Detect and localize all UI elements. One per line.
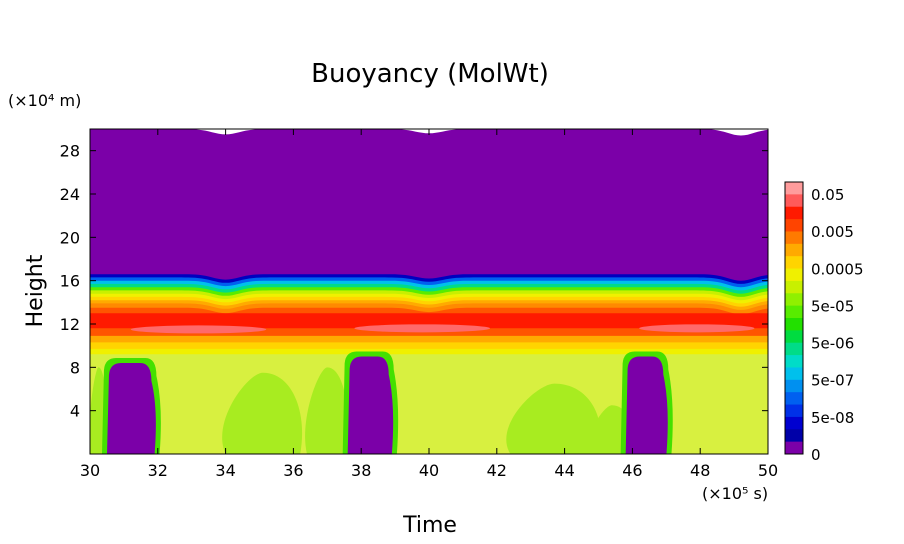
colorbar-swatch-16 [785, 379, 803, 393]
colorbar-swatch-12 [785, 330, 803, 344]
colorbar-label-4: 5e-06 [811, 335, 854, 353]
x-tick-label-9: 48 [690, 461, 710, 480]
colorbar-swatch-1 [785, 194, 803, 208]
colorbar-swatch-2 [785, 206, 803, 220]
x-tick-label-5: 40 [419, 461, 439, 480]
colorbar-label-5: 5e-07 [811, 372, 854, 390]
x-tick-label-1: 32 [148, 461, 168, 480]
colorbar-swatch-8 [785, 280, 803, 294]
colorbar-swatch-18 [785, 404, 803, 418]
y-tick-label-5: 24 [60, 185, 80, 204]
colorbar-label-7: 0 [811, 446, 821, 464]
y-tick-label-2: 12 [60, 315, 80, 334]
x-tick-label-10: 50 [758, 461, 778, 480]
y-tick-label-1: 8 [70, 358, 80, 377]
plot-area [89, 128, 769, 455]
x-tick-label-3: 36 [283, 461, 303, 480]
chart-title: Buoyancy (MolWt) [311, 59, 549, 89]
colorbar-label-0: 0.05 [811, 186, 844, 204]
colorbar-swatch-17 [785, 392, 803, 406]
colorbar-swatch-20 [785, 429, 803, 443]
core-highlight-1 [354, 324, 491, 333]
colorbar-label-1: 0.005 [811, 223, 854, 241]
low-level-patch-1 [305, 367, 349, 454]
x-tick-label-7: 44 [554, 461, 574, 480]
x-tick-label-4: 38 [351, 461, 371, 480]
colorbar-label-6: 5e-08 [811, 409, 854, 427]
core-highlight-2 [639, 324, 755, 333]
x-unit-label: (×10⁵ s) [702, 484, 768, 503]
colorbar: 0.05 0.005 0.0005 5e-05 5e-06 5e-07 5e-08 0 [784, 181, 864, 464]
y-tick-label-0: 4 [70, 402, 80, 421]
y-unit-label: (×10⁴ m) [8, 91, 81, 110]
x-tick-label-2: 34 [215, 461, 235, 480]
x-axis-label: Time [402, 513, 457, 538]
low-level-patch-0 [222, 372, 303, 454]
plume-0 [106, 363, 156, 454]
colorbar-swatch-6 [785, 256, 803, 270]
colorbar-label-3: 5e-05 [811, 297, 854, 315]
y-axis-ticks: 4 8 12 16 20 24 28 [60, 142, 768, 421]
y-tick-label-3: 16 [60, 272, 80, 291]
y-axis-label: Height [23, 254, 48, 327]
colorbar-swatch-4 [785, 231, 803, 245]
x-axis-ticks: 30 32 34 36 38 40 42 44 46 48 50 [80, 129, 778, 480]
core-highlight-0 [130, 325, 267, 334]
colorbar-swatch-9 [785, 293, 803, 307]
x-tick-label-8: 46 [622, 461, 642, 480]
colorbar-swatch-11 [785, 318, 803, 331]
colorbar-swatch-5 [785, 243, 803, 257]
colorbar-swatch-19 [785, 416, 803, 430]
colorbar-swatch-13 [785, 342, 803, 356]
colorbar-swatch-10 [785, 305, 803, 319]
colorbar-swatch-15 [785, 367, 803, 381]
plume-2 [625, 356, 668, 454]
colorbar-swatch-3 [785, 219, 803, 232]
low-level-patch-2 [506, 383, 601, 454]
colorbar-swatch-7 [785, 268, 803, 282]
y-tick-label-4: 20 [60, 228, 80, 247]
plume-1 [347, 356, 394, 454]
y-tick-label-6: 28 [60, 142, 80, 161]
x-tick-label-6: 42 [487, 461, 507, 480]
x-tick-label-0: 30 [80, 461, 100, 480]
colorbar-swatch-21 [785, 441, 803, 455]
colorbar-swatch-0 [785, 182, 803, 195]
colorbar-swatch-14 [785, 355, 803, 368]
colorbar-frame [784, 181, 804, 455]
colorbar-label-2: 0.0005 [811, 260, 864, 278]
